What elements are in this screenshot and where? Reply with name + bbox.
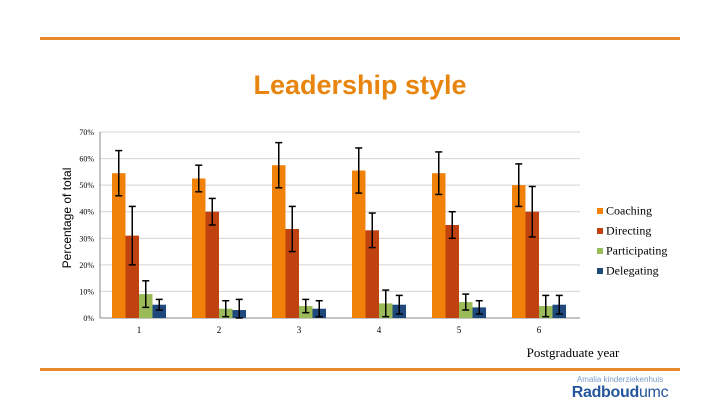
y-tick-label: 50% (79, 181, 94, 190)
y-tick-label: 70% (79, 128, 94, 137)
x-tick-label: 5 (457, 325, 462, 335)
y-tick-label: 20% (79, 261, 94, 270)
bar-directing (205, 211, 219, 318)
bar-coaching (112, 173, 126, 318)
legend-swatch-coaching (597, 208, 603, 214)
legend-label-directing: Directing (606, 224, 651, 238)
x-tick-label: 2 (217, 325, 222, 335)
bar-coaching (192, 178, 206, 318)
logo-wordmark-bold: Radboud (571, 384, 640, 401)
bar-coaching (352, 170, 366, 318)
y-tick-label: 60% (79, 155, 94, 164)
bar-directing (125, 235, 139, 318)
legend-swatch-delegating (597, 268, 603, 274)
bar-directing (445, 225, 459, 318)
x-tick-label: 3 (297, 325, 302, 335)
y-tick-label: 0% (83, 314, 94, 323)
legend-swatch-participating (597, 248, 603, 254)
legend-label-delegating: Delegating (606, 264, 659, 278)
legend-swatch-directing (597, 228, 603, 234)
y-tick-label: 10% (79, 287, 94, 296)
logo-wordmark: Radboudumc (545, 384, 695, 402)
bar-coaching (512, 185, 526, 318)
bar-directing (525, 211, 539, 318)
x-tick-label: 6 (537, 325, 542, 335)
top-accent-rule (40, 37, 680, 40)
y-tick-label: 30% (79, 234, 94, 243)
bar-delegating (152, 304, 166, 318)
radboudumc-logo: Amalia kinderziekenhuis Radboudumc (545, 375, 695, 402)
legend-label-coaching: Coaching (606, 204, 652, 218)
bar-directing (365, 230, 379, 318)
y-axis-title: Percentage of total (60, 168, 74, 269)
y-tick-label: 40% (79, 208, 94, 217)
logo-subtitle: Amalia kinderziekenhuis (576, 375, 664, 384)
bar-coaching (272, 165, 286, 318)
bottom-accent-rule (40, 368, 680, 371)
legend-label-participating: Participating (606, 244, 667, 258)
logo-wordmark-light: umc (638, 384, 669, 401)
slide-title: Leadership style (253, 70, 467, 100)
bar-coaching (432, 173, 446, 318)
x-axis-title: Postgraduate year (527, 345, 620, 360)
x-tick-label: 1 (137, 325, 142, 335)
x-tick-label: 4 (377, 325, 382, 335)
